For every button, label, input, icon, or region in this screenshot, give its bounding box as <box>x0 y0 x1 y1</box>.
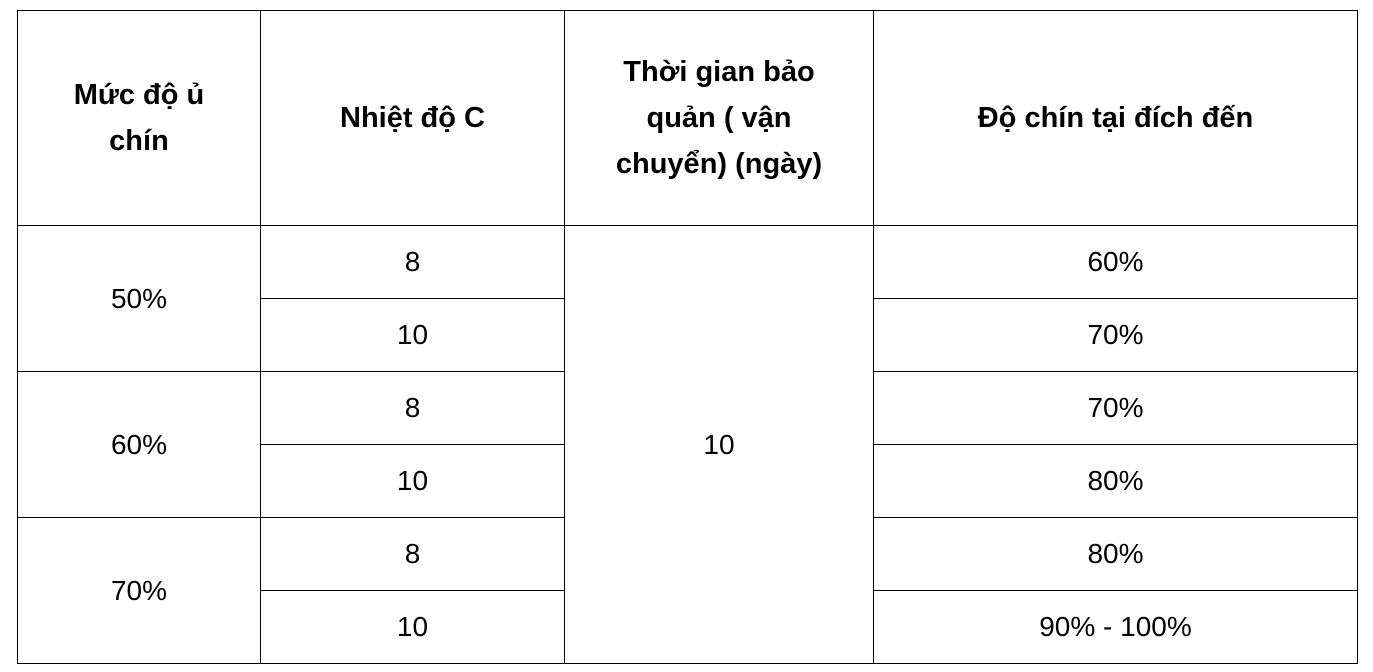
ripeness-cell: 70% <box>17 517 261 664</box>
header-ripeness: Mức độ ủ chín <box>17 10 261 226</box>
temp-cell: 10 <box>260 444 565 518</box>
ripeness-cell: 60% <box>17 371 261 518</box>
header-ripeness-at-destination: Độ chín tại đích đến <box>873 10 1358 226</box>
table-row: 10 70% <box>18 298 1358 372</box>
table-row: 50% 8 10 60% <box>17 225 1358 664</box>
header-line: Mức độ ủ <box>73 79 205 111</box>
header-row: Mức độ ủ chín Nhiệt độ C Thời gian bảo quả… <box>17 10 1358 226</box>
header-line: chuyển) (ngày) <box>615 148 823 180</box>
table-row: 10 80% <box>18 444 1358 518</box>
ripeness-cell: 50% <box>17 225 261 372</box>
result-cell: 80% <box>873 444 1358 518</box>
temp-cell: 8 <box>260 371 565 445</box>
temp-cell: 8 <box>260 517 565 591</box>
temp-cell: 10 <box>260 590 565 664</box>
header-line: quản ( vận <box>646 102 792 134</box>
result-cell: 70% <box>873 298 1358 372</box>
table-row: 10 90% - 100% <box>18 590 1358 664</box>
result-cell: 60% <box>873 225 1358 299</box>
result-cell: 90% - 100% <box>873 590 1358 664</box>
result-cell: 70% <box>873 371 1358 445</box>
header-line: chín <box>109 125 169 157</box>
temp-cell: 8 <box>260 225 565 299</box>
result-cell: 80% <box>873 517 1358 591</box>
header-temperature: Nhiệt độ C <box>260 10 565 226</box>
header-line: Thời gian bảo <box>623 56 815 88</box>
ripening-table: Mức độ ủ chín Nhiệt độ C Thời gian bảo quả… <box>17 10 1358 664</box>
storage-days-cell: 10 <box>564 225 874 664</box>
temp-cell: 10 <box>260 298 565 372</box>
table-row: 70% 8 80% <box>17 517 1358 664</box>
header-storage-time: Thời gian bảo quản ( vận chuyển) (ngày) <box>564 10 874 226</box>
